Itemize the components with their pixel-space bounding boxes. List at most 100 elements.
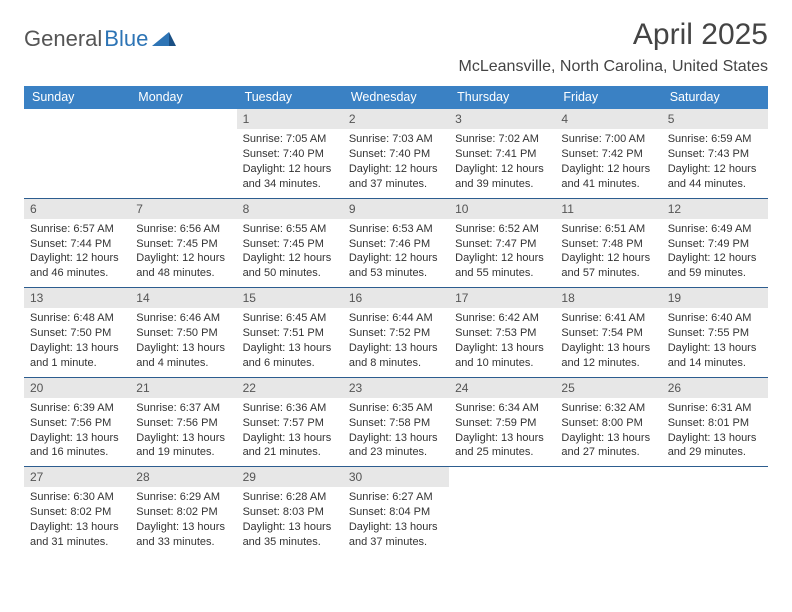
day-cell: 24Sunrise: 6:34 AMSunset: 7:59 PMDayligh… <box>449 378 555 467</box>
daylight-text: Daylight: 13 hours and 16 minutes. <box>30 431 124 461</box>
sunrise-text: Sunrise: 6:59 AM <box>668 132 762 147</box>
day-cell: 23Sunrise: 6:35 AMSunset: 7:58 PMDayligh… <box>343 378 449 467</box>
daylight-text: Daylight: 12 hours and 44 minutes. <box>668 162 762 192</box>
sunset-text: Sunset: 7:47 PM <box>455 237 549 252</box>
weeks-container: 1Sunrise: 7:05 AMSunset: 7:40 PMDaylight… <box>24 109 768 556</box>
sunrise-text: Sunrise: 6:40 AM <box>668 311 762 326</box>
day-cell: 6Sunrise: 6:57 AMSunset: 7:44 PMDaylight… <box>24 199 130 288</box>
daylight-text: Daylight: 13 hours and 23 minutes. <box>349 431 443 461</box>
sunset-text: Sunset: 7:50 PM <box>136 326 230 341</box>
sunset-text: Sunset: 7:46 PM <box>349 237 443 252</box>
daylight-text: Daylight: 13 hours and 33 minutes. <box>136 520 230 550</box>
sunset-text: Sunset: 8:02 PM <box>30 505 124 520</box>
sunset-text: Sunset: 7:56 PM <box>136 416 230 431</box>
day-number: 29 <box>237 467 343 487</box>
daylight-text: Daylight: 12 hours and 46 minutes. <box>30 251 124 281</box>
sunset-text: Sunset: 7:50 PM <box>30 326 124 341</box>
sunset-text: Sunset: 7:45 PM <box>136 237 230 252</box>
week-row: 13Sunrise: 6:48 AMSunset: 7:50 PMDayligh… <box>24 287 768 377</box>
day-number: 23 <box>343 378 449 398</box>
day-cell: 7Sunrise: 6:56 AMSunset: 7:45 PMDaylight… <box>130 199 236 288</box>
day-header-row: Sunday Monday Tuesday Wednesday Thursday… <box>24 86 768 109</box>
week-row: 6Sunrise: 6:57 AMSunset: 7:44 PMDaylight… <box>24 198 768 288</box>
day-number: 26 <box>662 378 768 398</box>
day-header: Saturday <box>662 86 768 109</box>
day-number: 11 <box>555 199 661 219</box>
day-cell: 26Sunrise: 6:31 AMSunset: 8:01 PMDayligh… <box>662 378 768 467</box>
daylight-text: Daylight: 13 hours and 31 minutes. <box>30 520 124 550</box>
day-cell <box>662 467 768 556</box>
daylight-text: Daylight: 12 hours and 39 minutes. <box>455 162 549 192</box>
day-cell: 11Sunrise: 6:51 AMSunset: 7:48 PMDayligh… <box>555 199 661 288</box>
day-cell: 22Sunrise: 6:36 AMSunset: 7:57 PMDayligh… <box>237 378 343 467</box>
daylight-text: Daylight: 12 hours and 41 minutes. <box>561 162 655 192</box>
sunset-text: Sunset: 7:57 PM <box>243 416 337 431</box>
brand-part1: General <box>24 26 102 52</box>
daylight-text: Daylight: 12 hours and 57 minutes. <box>561 251 655 281</box>
sunset-text: Sunset: 7:43 PM <box>668 147 762 162</box>
calendar-grid: Sunday Monday Tuesday Wednesday Thursday… <box>24 86 768 556</box>
sunset-text: Sunset: 7:41 PM <box>455 147 549 162</box>
day-number: 9 <box>343 199 449 219</box>
daylight-text: Daylight: 12 hours and 50 minutes. <box>243 251 337 281</box>
sunrise-text: Sunrise: 6:29 AM <box>136 490 230 505</box>
week-row: 20Sunrise: 6:39 AMSunset: 7:56 PMDayligh… <box>24 377 768 467</box>
day-cell: 2Sunrise: 7:03 AMSunset: 7:40 PMDaylight… <box>343 109 449 198</box>
sunset-text: Sunset: 7:53 PM <box>455 326 549 341</box>
daylight-text: Daylight: 13 hours and 1 minute. <box>30 341 124 371</box>
sunrise-text: Sunrise: 6:49 AM <box>668 222 762 237</box>
sunrise-text: Sunrise: 6:56 AM <box>136 222 230 237</box>
sunrise-text: Sunrise: 6:48 AM <box>30 311 124 326</box>
daylight-text: Daylight: 13 hours and 10 minutes. <box>455 341 549 371</box>
week-row: 1Sunrise: 7:05 AMSunset: 7:40 PMDaylight… <box>24 109 768 198</box>
sunrise-text: Sunrise: 6:28 AM <box>243 490 337 505</box>
day-number: 24 <box>449 378 555 398</box>
day-cell: 10 Sunrise: 6:52 AMSunset: 7:47 PMDayligh… <box>449 199 555 288</box>
sunset-text: Sunset: 7:40 PM <box>243 147 337 162</box>
day-number: 13 <box>24 288 130 308</box>
daylight-text: Daylight: 13 hours and 29 minutes. <box>668 431 762 461</box>
day-cell: 14Sunrise: 6:46 AMSunset: 7:50 PMDayligh… <box>130 288 236 377</box>
daylight-text: Daylight: 12 hours and 55 minutes. <box>455 251 549 281</box>
daylight-text: Daylight: 13 hours and 6 minutes. <box>243 341 337 371</box>
sunset-text: Sunset: 7:40 PM <box>349 147 443 162</box>
brand-logo: GeneralBlue <box>24 26 176 52</box>
day-header: Wednesday <box>343 86 449 109</box>
day-number: 15 <box>237 288 343 308</box>
day-cell: 20Sunrise: 6:39 AMSunset: 7:56 PMDayligh… <box>24 378 130 467</box>
day-header: Thursday <box>449 86 555 109</box>
sunset-text: Sunset: 8:01 PM <box>668 416 762 431</box>
day-cell: 27Sunrise: 6:30 AMSunset: 8:02 PMDayligh… <box>24 467 130 556</box>
sunrise-text: Sunrise: 7:03 AM <box>349 132 443 147</box>
day-cell: 18Sunrise: 6:41 AMSunset: 7:54 PMDayligh… <box>555 288 661 377</box>
day-cell: 17Sunrise: 6:42 AMSunset: 7:53 PMDayligh… <box>449 288 555 377</box>
day-number: 3 <box>449 109 555 129</box>
day-cell: 12Sunrise: 6:49 AMSunset: 7:49 PMDayligh… <box>662 199 768 288</box>
sunset-text: Sunset: 8:00 PM <box>561 416 655 431</box>
day-header: Monday <box>130 86 236 109</box>
day-cell: 5Sunrise: 6:59 AMSunset: 7:43 PMDaylight… <box>662 109 768 198</box>
day-header: Tuesday <box>237 86 343 109</box>
day-number: 17 <box>449 288 555 308</box>
sunrise-text: Sunrise: 6:45 AM <box>243 311 337 326</box>
day-number: 1 <box>237 109 343 129</box>
daylight-text: Daylight: 13 hours and 27 minutes. <box>561 431 655 461</box>
sunset-text: Sunset: 8:04 PM <box>349 505 443 520</box>
day-number: 28 <box>130 467 236 487</box>
day-cell: 21Sunrise: 6:37 AMSunset: 7:56 PMDayligh… <box>130 378 236 467</box>
sunrise-text: Sunrise: 6:52 AM <box>455 222 549 237</box>
day-cell: 28Sunrise: 6:29 AMSunset: 8:02 PMDayligh… <box>130 467 236 556</box>
day-cell: 15 Sunrise: 6:45 AMSunset: 7:51 PMDayligh… <box>237 288 343 377</box>
sunrise-text: Sunrise: 6:37 AM <box>136 401 230 416</box>
sunrise-text: Sunrise: 6:35 AM <box>349 401 443 416</box>
daylight-text: Daylight: 13 hours and 8 minutes. <box>349 341 443 371</box>
day-cell: 8Sunrise: 6:55 AMSunset: 7:45 PMDaylight… <box>237 199 343 288</box>
day-header: Friday <box>555 86 661 109</box>
day-cell <box>24 109 130 198</box>
brand-part2: Blue <box>104 26 148 52</box>
sunrise-text: Sunrise: 6:57 AM <box>30 222 124 237</box>
day-number: 7 <box>130 199 236 219</box>
sunset-text: Sunset: 7:51 PM <box>243 326 337 341</box>
day-number: 10 <box>449 199 555 219</box>
daylight-text: Daylight: 13 hours and 35 minutes. <box>243 520 337 550</box>
